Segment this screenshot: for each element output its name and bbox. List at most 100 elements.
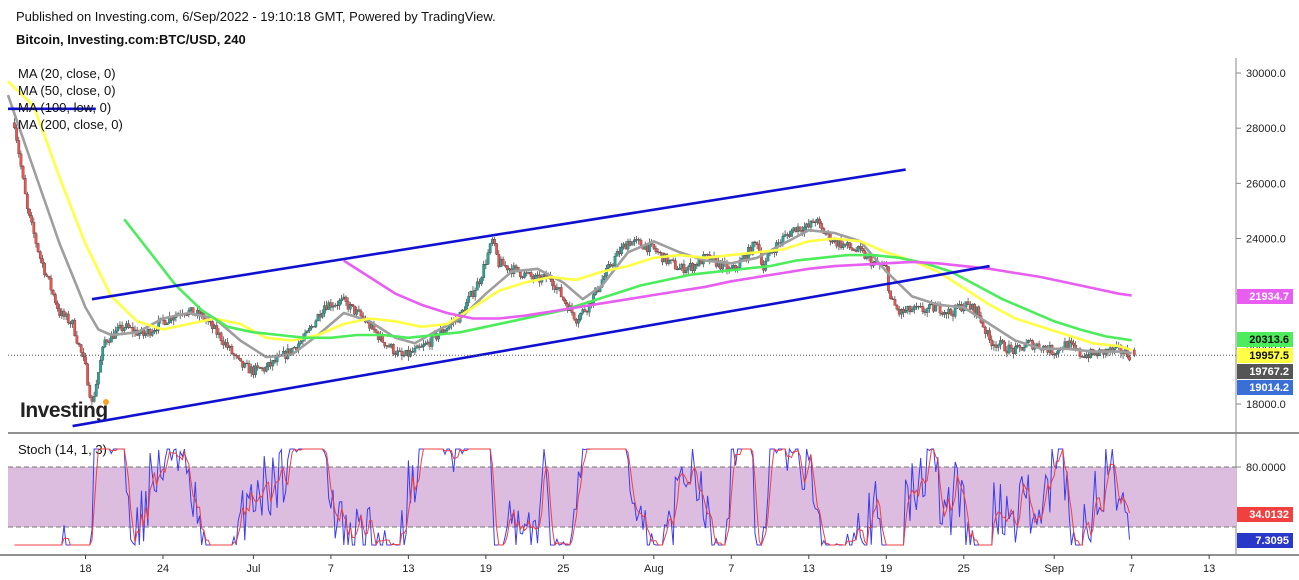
stoch-title: Stoch (14, 1, 3) [18, 442, 107, 457]
candle-body [813, 221, 817, 224]
candle [105, 338, 109, 345]
x-tick-label: 13 [803, 563, 815, 575]
candle [51, 289, 55, 297]
candle [340, 294, 344, 305]
candle [73, 318, 77, 337]
candle-body [351, 303, 354, 307]
candle-body [338, 300, 341, 306]
x-tick-label: 7 [328, 563, 334, 575]
candle [893, 296, 897, 306]
candle-body [925, 308, 929, 313]
candle [38, 250, 42, 264]
price-label-bg [1237, 289, 1293, 304]
candle [686, 264, 690, 275]
candle-body [26, 193, 29, 210]
candle-body [94, 384, 98, 397]
candle-body [32, 221, 36, 234]
candle-body [422, 344, 425, 347]
candle [493, 236, 496, 247]
candle-body [551, 279, 554, 286]
channel-upper [91, 168, 906, 301]
price-label: 19014.2 [1249, 382, 1289, 394]
candle-body [391, 344, 395, 354]
candle-body [97, 372, 100, 385]
ma50-line [7, 80, 1133, 352]
y-tick-label: 28000.0 [1246, 123, 1286, 135]
candle [613, 252, 617, 270]
candle [555, 283, 559, 295]
candle [97, 372, 100, 389]
candle [1003, 339, 1007, 352]
candle-body [921, 306, 925, 312]
candle-body [760, 251, 763, 265]
candle [232, 352, 236, 360]
candle [79, 344, 83, 358]
candle [895, 304, 899, 311]
candle-body [383, 342, 387, 347]
legend-item: MA (20, close, 0) [18, 66, 116, 81]
candle-body [41, 258, 44, 264]
candle [1128, 354, 1131, 362]
candle [236, 355, 240, 360]
candle [637, 237, 641, 245]
candle [852, 248, 856, 252]
candle [652, 243, 656, 251]
candle-body [529, 272, 533, 277]
candle [602, 272, 606, 281]
candle [630, 241, 634, 246]
candle-body [1078, 348, 1082, 357]
stoch-tick-label: 80.0000 [1246, 462, 1286, 474]
candle [1067, 337, 1071, 349]
candle-body [374, 329, 378, 333]
candle [990, 335, 994, 350]
candle-body [757, 244, 761, 252]
candle [357, 305, 361, 313]
candle [562, 296, 565, 302]
x-tick-label: 25 [958, 563, 970, 575]
candle [101, 346, 105, 366]
candle [1009, 342, 1013, 353]
candle [43, 261, 46, 278]
candle-body [1132, 349, 1136, 356]
candle-body [17, 140, 21, 155]
candle-body [493, 239, 496, 244]
stoch-band [8, 467, 1236, 527]
candle [398, 347, 402, 353]
candle [409, 348, 412, 358]
candle [912, 304, 916, 314]
symbol-title: Bitcoin, Investing.com:BTC/USD, 240 [16, 32, 246, 47]
candle [88, 382, 92, 399]
x-tick-label: Sep [1044, 563, 1064, 575]
candle-body [908, 306, 912, 313]
candle-body [751, 241, 755, 255]
candle-body [755, 242, 759, 245]
candle [84, 352, 87, 366]
candle [34, 231, 38, 248]
candle [859, 243, 862, 253]
candle-body [77, 342, 81, 345]
x-tick-label: 25 [557, 563, 569, 575]
candle [482, 260, 486, 281]
candle [486, 249, 490, 265]
candle-body [848, 242, 852, 248]
x-tick-label: 7 [1129, 563, 1135, 575]
candle-body [766, 253, 770, 262]
candle-body [613, 256, 617, 266]
price-label-bg [1237, 332, 1293, 347]
candle-body [215, 325, 219, 335]
candle-body [1070, 340, 1073, 344]
candle-body [639, 239, 643, 246]
candle-body [654, 248, 658, 252]
candle [673, 257, 677, 270]
x-tick-label: 24 [157, 563, 169, 575]
candle [211, 319, 214, 334]
candle [1001, 338, 1004, 345]
candle [77, 342, 81, 347]
candle-body [103, 339, 107, 348]
candle-body [75, 335, 79, 344]
candle-body [15, 127, 18, 141]
candle [755, 241, 759, 249]
candle-body [19, 153, 23, 167]
candle-body [320, 313, 324, 318]
